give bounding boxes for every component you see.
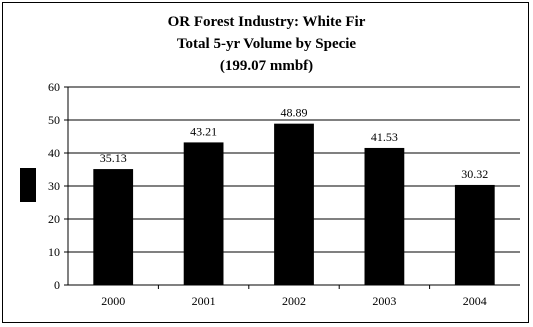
y-tick-label: 60 [48, 80, 60, 94]
chart-title-line-1: OR Forest Industry: White Fir [167, 14, 366, 30]
bar-2002 [274, 123, 314, 286]
data-label-2000: 35.13 [100, 151, 127, 165]
bar-2001 [183, 142, 224, 285]
y-tick-label: 10 [48, 245, 60, 259]
y-tick-label: 50 [48, 113, 60, 127]
bar-2003 [364, 147, 405, 285]
y-tick-label: 20 [48, 212, 60, 226]
x-tick-label-2000: 2000 [101, 294, 125, 308]
chart-title-line-2: Total 5-yr Volume by Specie [176, 36, 357, 52]
legend-key [20, 168, 36, 202]
x-tick-label-2001: 2001 [192, 294, 216, 308]
y-tick-label: 0 [54, 278, 60, 292]
data-label-2002: 48.89 [281, 106, 308, 120]
x-tick-label-2003: 2003 [372, 294, 396, 308]
data-label-2001: 43.21 [190, 124, 217, 138]
x-tick-label-2004: 2004 [463, 294, 487, 308]
y-tick-label: 30 [48, 179, 60, 193]
data-label-2003: 41.53 [371, 130, 398, 144]
chart-frame [2, 2, 529, 323]
data-label-2004: 30.32 [461, 167, 488, 181]
y-tick-label: 40 [48, 146, 60, 160]
bar-2004 [454, 184, 495, 285]
chart-title-line-3: (199.07 mmbf) [219, 58, 314, 74]
x-tick-label-2002: 2002 [282, 294, 306, 308]
bar-2000 [93, 169, 134, 285]
